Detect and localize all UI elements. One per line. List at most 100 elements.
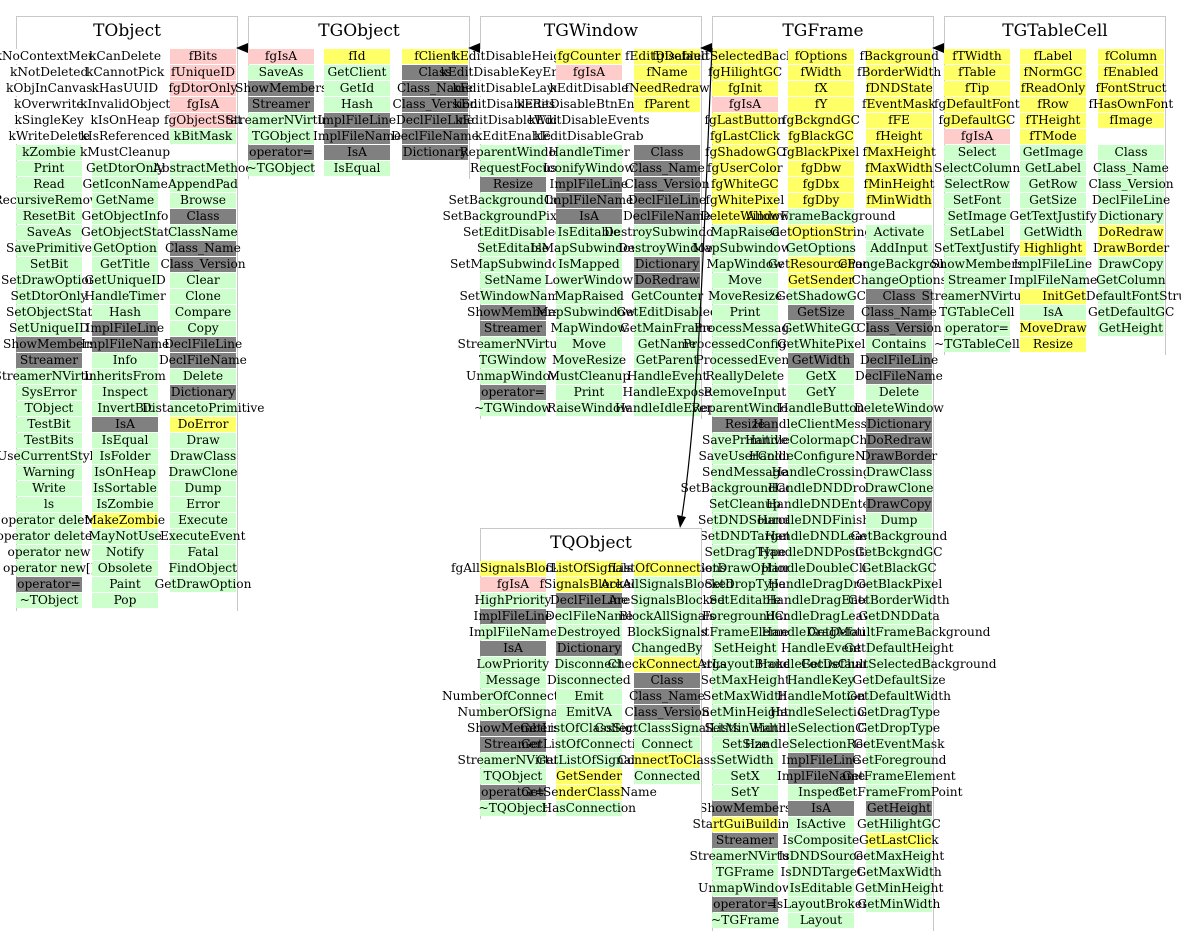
member-operator: operator= bbox=[16, 577, 82, 592]
member-label: SetCleanup bbox=[709, 497, 781, 511]
member-getframefrompoint: GetFrameFromPoint bbox=[836, 785, 963, 800]
member-handlecolormapchange: HandleColormapChange bbox=[745, 433, 897, 448]
member-label: fgDbx bbox=[802, 177, 840, 191]
member-label: SetEditDisabled bbox=[463, 225, 563, 239]
member-fx: fX bbox=[788, 81, 854, 96]
member-getblackgc: GetBlackGC bbox=[862, 561, 937, 576]
member-label: SetX bbox=[730, 769, 760, 783]
member-label: fgDtorOnly bbox=[168, 81, 238, 95]
member-getdrawoption: GetDrawOption bbox=[155, 577, 251, 592]
member-label: fHeight bbox=[875, 129, 923, 143]
member-getminwidth: GetMinWidth bbox=[858, 897, 940, 912]
member-syserror: SysError bbox=[16, 385, 82, 400]
member-dump: Dump bbox=[170, 481, 236, 496]
member-fgdby: fgDby bbox=[788, 193, 854, 208]
member-label: GetObjectInfo bbox=[81, 209, 169, 223]
member-label: HandleCrossing bbox=[771, 465, 871, 479]
member-reallydelete: ReallyDelete bbox=[706, 369, 784, 384]
member-setbit: SetBit bbox=[16, 257, 82, 272]
member-seteditdisabled: SetEditDisabled bbox=[463, 225, 563, 240]
member-iseditable: IsEditable bbox=[788, 881, 854, 896]
member-handlecrossing: HandleCrossing bbox=[772, 465, 871, 480]
member-label: GetOption bbox=[93, 241, 157, 255]
member-label: Pop bbox=[113, 593, 137, 607]
member-getdefaultsize: GetDefaultSize bbox=[853, 673, 946, 688]
member-label: operator= bbox=[945, 321, 1009, 335]
member-label: fgAllSignalsBlocked bbox=[451, 561, 575, 575]
member-label: HandleColormapChange bbox=[745, 433, 898, 447]
member-ftip: fTip bbox=[944, 81, 1010, 96]
member-label: DeclFileName bbox=[545, 609, 633, 623]
member-doredraw: DoRedraw bbox=[1098, 225, 1164, 240]
member-label: fClient bbox=[414, 49, 456, 63]
member-label: MapSubwindows bbox=[692, 241, 798, 255]
member-label: RaiseWindow bbox=[547, 401, 631, 415]
member-label: Class_Name bbox=[861, 305, 937, 319]
member-keditdisableresize: kEditDisableResize bbox=[454, 97, 573, 112]
member-label: Dictionary bbox=[170, 385, 236, 399]
member-setbackgroundpixmap: SetBackgroundPixmap bbox=[443, 209, 583, 224]
member-getbackground: GetBackground bbox=[851, 529, 947, 544]
member-label: Disconnect bbox=[554, 657, 624, 671]
member-getdtoronly: GetDtorOnly bbox=[86, 161, 164, 176]
member-setdroptype: SetDropType bbox=[705, 577, 786, 592]
member-label: kEditDisable bbox=[549, 81, 629, 95]
member-deletewindow: DeleteWindow bbox=[854, 401, 944, 416]
member-collectclasssignallists: CollectClassSignalLists bbox=[595, 721, 739, 736]
member-streamer: Streamer bbox=[480, 321, 546, 336]
member-class-version: Class_Version bbox=[625, 705, 710, 720]
member-getclient: GetClient bbox=[324, 65, 390, 80]
member-handletimer: HandleTimer bbox=[549, 145, 630, 160]
member-fmaxwidth: fMaxWidth bbox=[865, 161, 933, 176]
member-label: GetEditDisabled bbox=[616, 305, 718, 319]
member-label: kIsReferenced bbox=[80, 129, 170, 143]
member-saveusercolor: SaveUserColor bbox=[699, 449, 792, 464]
member-label: Class_Version bbox=[856, 321, 942, 335]
member-label: ProcessedConfigure bbox=[683, 337, 808, 351]
member-requestfocus: RequestFocus bbox=[470, 161, 556, 176]
member-label: fgDefaultFont bbox=[934, 97, 1020, 111]
member-getbckgndgc: GetBckgndGC bbox=[855, 545, 943, 560]
member-setbackgroundcolor: SetBackgroundColor bbox=[449, 193, 578, 208]
member-flistofconnections: fListOfConnections bbox=[608, 561, 726, 576]
member-iscomposite: IsComposite bbox=[783, 833, 859, 848]
member-label: DeclFileLine bbox=[860, 353, 939, 367]
member-label: SetDragType bbox=[704, 545, 786, 559]
member-label: Compare bbox=[174, 305, 232, 319]
member-label: ImplFileLine bbox=[1013, 257, 1093, 271]
member-delete: Delete bbox=[866, 385, 932, 400]
member-operator: operator= bbox=[480, 385, 546, 400]
member-label: Resize bbox=[724, 417, 766, 431]
member-label: Print bbox=[33, 161, 65, 175]
member-label: SetDrawOption bbox=[697, 561, 793, 575]
member-label: kCanDelete bbox=[89, 49, 162, 63]
member-label: ImplFileName bbox=[81, 337, 170, 351]
member-getwhitepixel: GetWhitePixel bbox=[777, 337, 865, 352]
member-foptions: fOptions bbox=[788, 49, 854, 64]
member-label: ShowMembers bbox=[235, 81, 328, 95]
member-label: GetDefaultHeight bbox=[844, 641, 954, 655]
member-label: IsSortable bbox=[93, 481, 157, 495]
member-fheight: fHeight bbox=[866, 129, 932, 144]
member-emit: Emit bbox=[556, 689, 622, 704]
member-label: fgDefaultGC bbox=[938, 113, 1016, 127]
member-fimage: fImage bbox=[1098, 113, 1164, 128]
member-declfileline: DeclFileLine bbox=[164, 337, 242, 352]
member-label: GetColumn bbox=[1096, 273, 1166, 287]
member-getimage: GetImage bbox=[1020, 145, 1086, 160]
member-label: fgLastButton bbox=[704, 113, 786, 127]
member-label: IsEqual bbox=[333, 161, 381, 175]
member-getobjectstat: GetObjectStat bbox=[81, 225, 169, 240]
member-label: GetLabel bbox=[1024, 161, 1082, 175]
member-label: fgIsA bbox=[572, 65, 606, 79]
member-label: Class bbox=[882, 289, 916, 303]
member-fglastbutton: fgLastButton bbox=[705, 113, 785, 128]
member-label: Notify bbox=[105, 545, 145, 559]
member-inheritsfrom: InheritsFrom bbox=[84, 369, 166, 384]
member-fhasownfont: fHasOwnFont bbox=[1089, 97, 1173, 112]
member-label: TGTableCell bbox=[939, 305, 1015, 319]
member-label: Delete bbox=[878, 385, 920, 399]
member-notify: Notify bbox=[92, 545, 158, 560]
member-ftheight: fTHeight bbox=[1020, 113, 1086, 128]
member-label: SetObjectStat bbox=[6, 305, 93, 319]
